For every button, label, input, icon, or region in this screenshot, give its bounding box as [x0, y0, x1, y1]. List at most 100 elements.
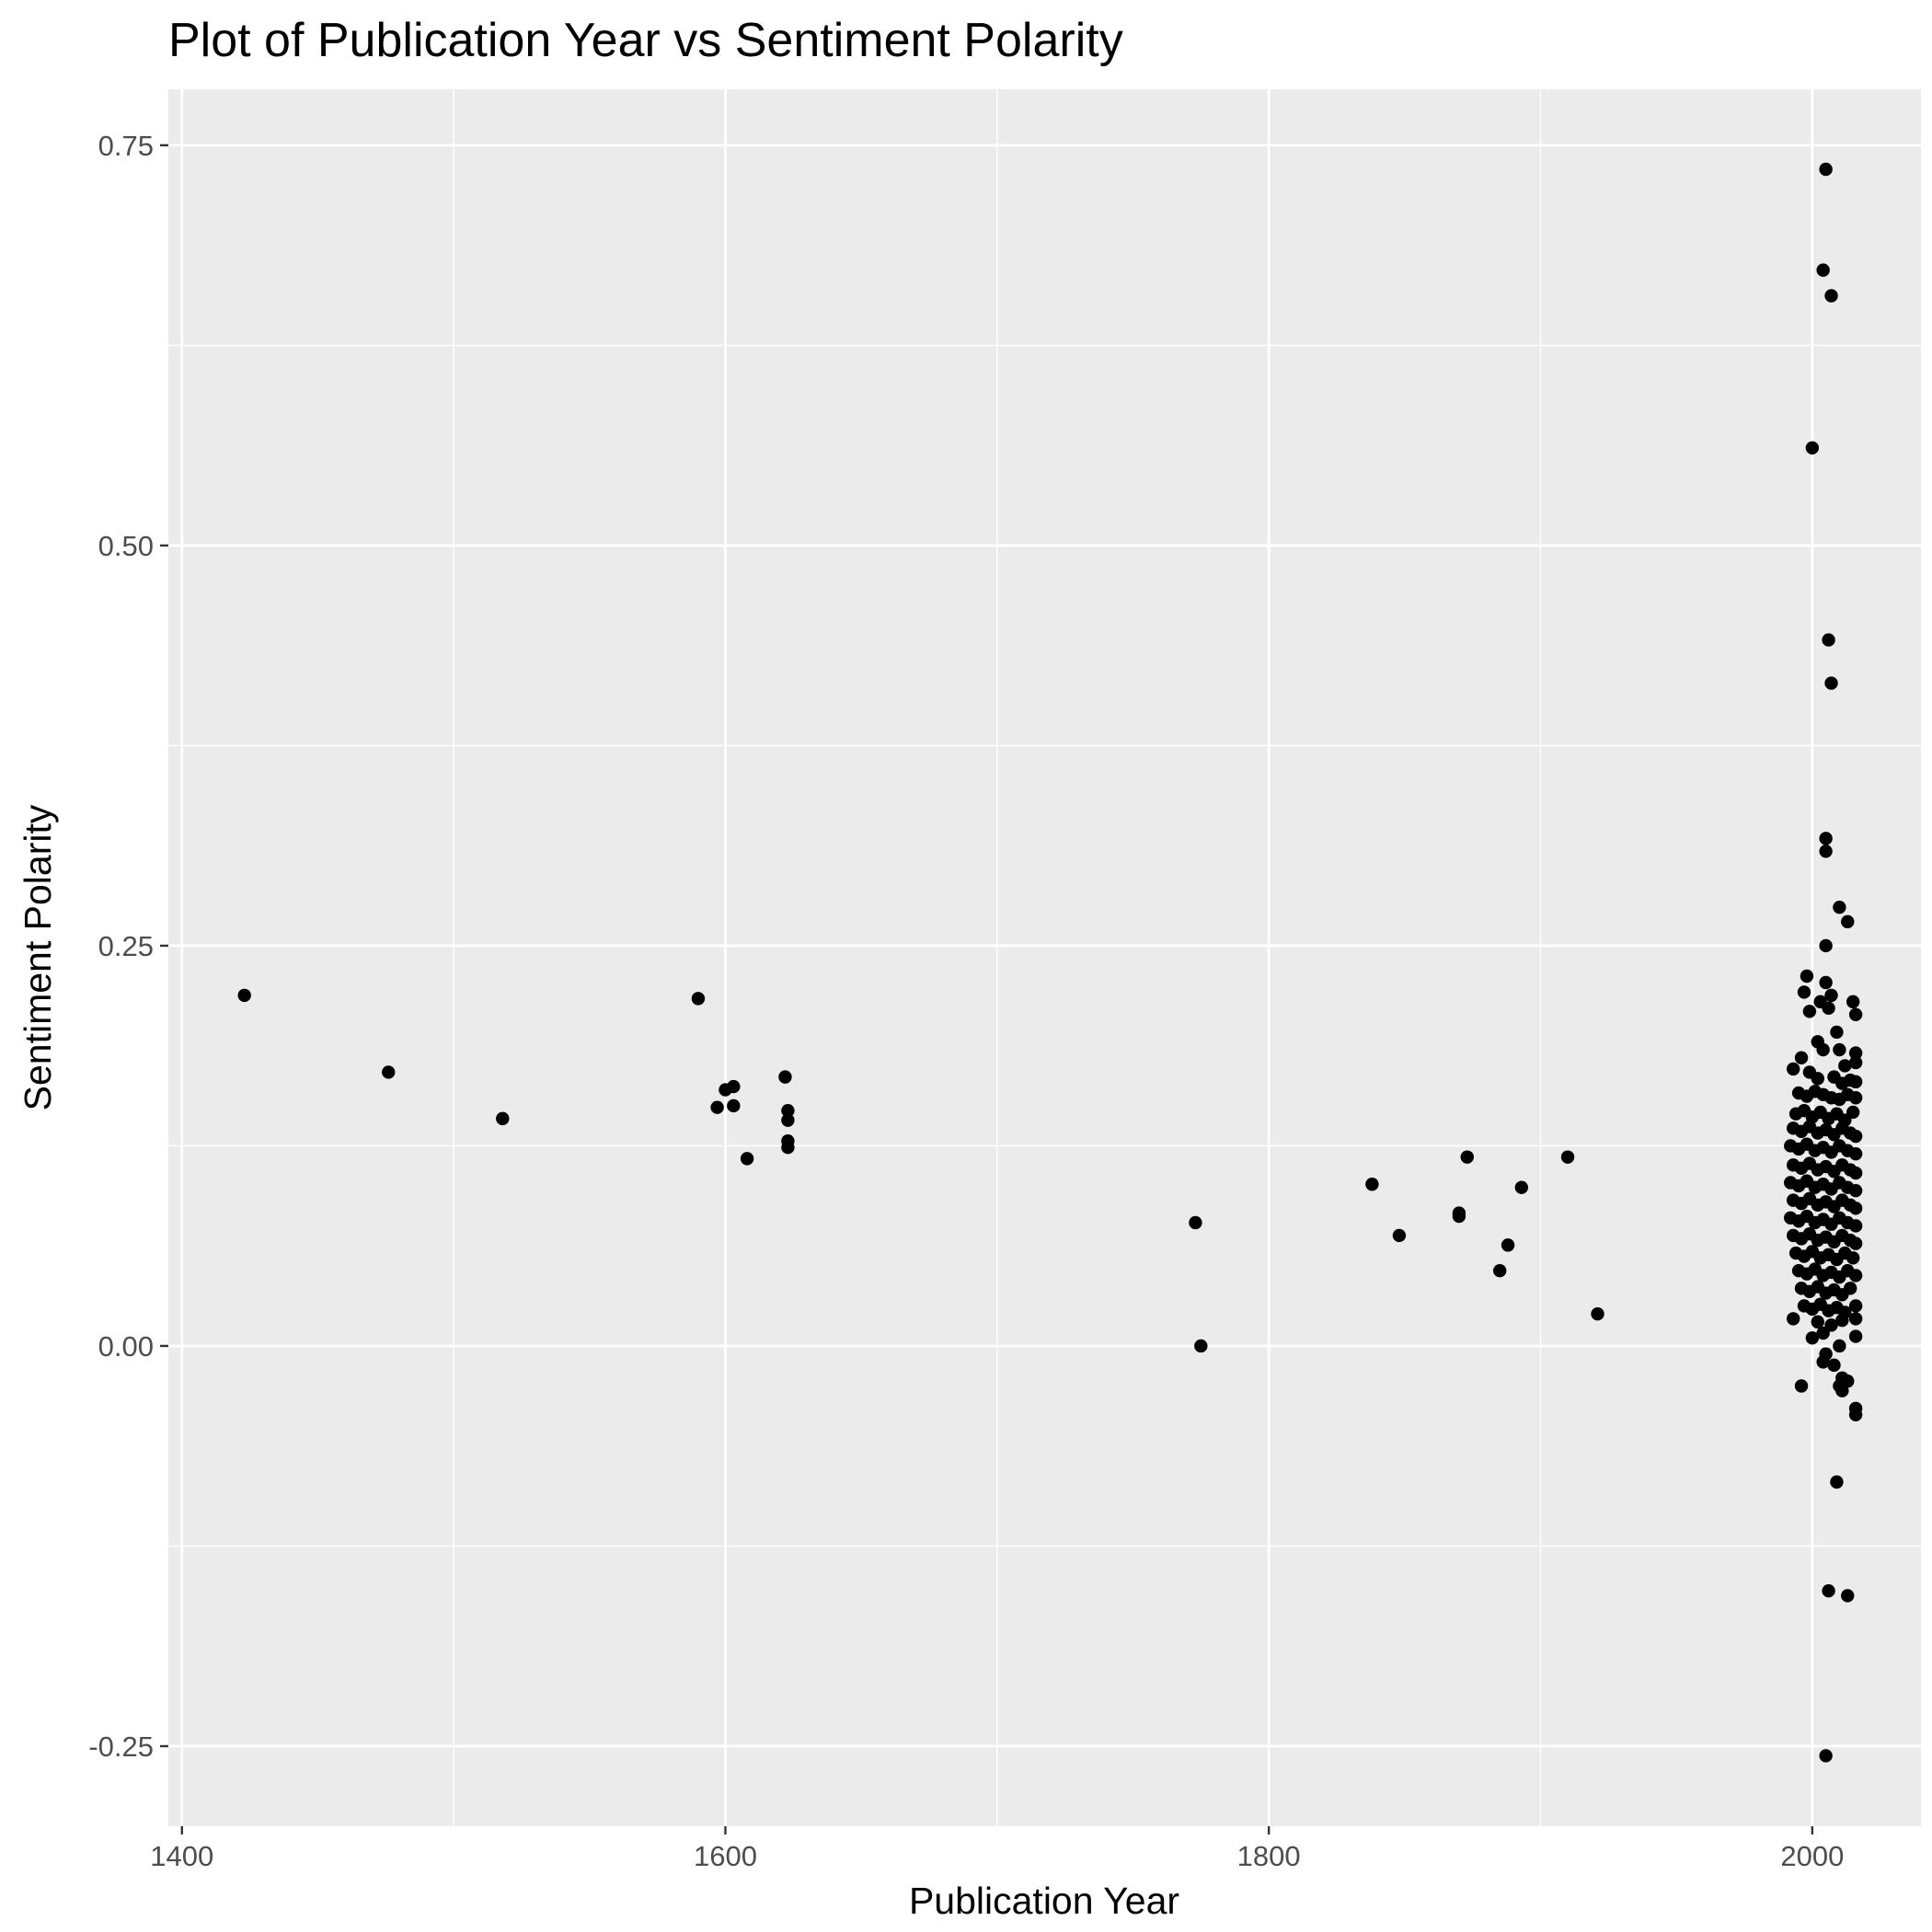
- data-point: [1819, 845, 1833, 858]
- data-point: [1514, 1180, 1529, 1194]
- data-point: [727, 1098, 741, 1113]
- data-point: [781, 1141, 795, 1155]
- data-point: [1848, 1166, 1863, 1180]
- major-gridlines: [168, 89, 1921, 1826]
- data-point: [1835, 1313, 1849, 1328]
- y-tick-label: 0.75: [98, 130, 154, 162]
- x-tick-label: 1400: [150, 1840, 213, 1872]
- data-point: [1805, 1331, 1820, 1345]
- data-point: [1833, 1042, 1846, 1057]
- data-point: [727, 1079, 741, 1094]
- data-point: [1824, 289, 1838, 303]
- plot-panel: [168, 89, 1921, 1826]
- y-tick-label: 0.00: [98, 1330, 154, 1363]
- y-tick-label: 0.50: [98, 530, 154, 562]
- x-axis-title: Publication Year: [909, 1880, 1179, 1922]
- data-point: [1819, 832, 1833, 845]
- data-point: [1846, 1105, 1860, 1120]
- data-point: [1830, 1025, 1844, 1040]
- data-point: [1848, 1055, 1863, 1070]
- data-point: [778, 1070, 792, 1084]
- data-point: [1848, 1129, 1863, 1144]
- data-point: [1822, 633, 1835, 647]
- data-point: [1848, 1146, 1863, 1161]
- data-point: [1819, 162, 1833, 177]
- data-point: [1560, 1150, 1575, 1164]
- data-point: [1794, 1379, 1809, 1393]
- data-point: [1848, 1219, 1863, 1233]
- data-point: [1365, 1178, 1379, 1191]
- y-tick-labels: -0.25 0.00 0.25 0.50 0.75: [88, 130, 154, 1763]
- data-point: [1848, 1091, 1863, 1105]
- data-point: [1848, 1269, 1863, 1282]
- data-point: [1830, 1475, 1844, 1489]
- data-point: [1493, 1263, 1507, 1278]
- data-point: [1846, 1251, 1860, 1265]
- data-point: [1841, 914, 1855, 929]
- minor-gridlines: [168, 89, 1921, 1826]
- data-point: [1824, 988, 1838, 1003]
- data-point: [1452, 1209, 1466, 1224]
- data-point: [1848, 1408, 1863, 1421]
- data-point: [1794, 1051, 1809, 1064]
- data-point: [1460, 1150, 1474, 1164]
- data-point: [1848, 1075, 1863, 1089]
- data-point: [1848, 1299, 1863, 1313]
- data-point: [1819, 1749, 1833, 1763]
- y-axis-title: Sentiment Polarity: [17, 804, 59, 1110]
- data-point: [781, 1113, 795, 1127]
- data-points: [237, 162, 1863, 1763]
- data-point: [382, 1065, 396, 1079]
- x-tick-labels: 1400 1600 1800 2000: [150, 1840, 1844, 1872]
- data-point: [1848, 1007, 1863, 1021]
- data-point: [1822, 1001, 1835, 1016]
- y-tick-label: 0.25: [98, 930, 154, 962]
- data-point: [237, 988, 251, 1003]
- data-point: [1835, 1384, 1849, 1397]
- data-point: [1838, 1059, 1852, 1073]
- data-point: [1189, 1215, 1202, 1230]
- data-point: [1800, 969, 1814, 983]
- data-point: [1848, 1312, 1863, 1326]
- data-point: [1824, 676, 1838, 690]
- data-point: [1194, 1339, 1208, 1353]
- data-point: [1797, 985, 1811, 999]
- data-point: [1848, 1329, 1863, 1343]
- data-point: [1811, 1315, 1824, 1329]
- data-point: [1816, 1042, 1830, 1057]
- data-point: [1822, 1584, 1835, 1598]
- data-point: [496, 1111, 510, 1126]
- data-point: [1833, 1339, 1846, 1353]
- data-point: [1786, 1062, 1800, 1076]
- data-point: [1848, 1236, 1863, 1250]
- x-tick-label: 2000: [1780, 1840, 1844, 1872]
- data-point: [710, 1100, 724, 1114]
- data-point: [1848, 1183, 1863, 1198]
- data-point: [740, 1152, 754, 1166]
- data-point: [1848, 1202, 1863, 1215]
- data-point: [1591, 1306, 1604, 1321]
- data-point: [1816, 263, 1830, 277]
- chart-title: Plot of Publication Year vs Sentiment Po…: [168, 14, 1123, 67]
- data-point: [1844, 1282, 1857, 1295]
- data-point: [1824, 1318, 1838, 1332]
- data-point: [1819, 938, 1833, 953]
- x-tick-label: 1600: [694, 1840, 757, 1872]
- y-tick-label: -0.25: [88, 1731, 154, 1763]
- x-tick-label: 1800: [1237, 1840, 1301, 1872]
- data-point: [1841, 1589, 1855, 1603]
- data-point: [1816, 1326, 1830, 1340]
- data-point: [1833, 900, 1846, 914]
- data-point: [1846, 995, 1860, 1009]
- data-point: [1802, 1005, 1817, 1018]
- data-point: [691, 992, 706, 1006]
- data-point: [1841, 1374, 1855, 1388]
- data-point: [781, 1103, 795, 1118]
- data-point: [1786, 1312, 1800, 1326]
- data-point: [1827, 1358, 1841, 1373]
- axis-ticks: [160, 144, 1814, 1834]
- data-point: [1501, 1238, 1515, 1252]
- data-point: [1392, 1228, 1407, 1243]
- data-point: [1805, 441, 1820, 454]
